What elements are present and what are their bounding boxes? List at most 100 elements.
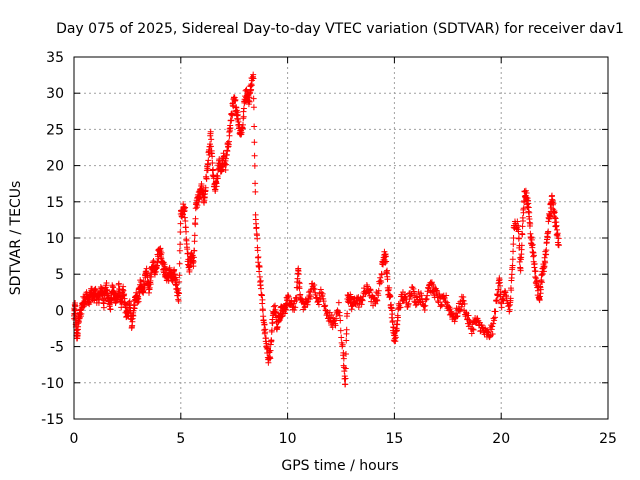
data-point: [454, 313, 461, 320]
data-point: [285, 293, 292, 300]
data-point: [252, 188, 259, 195]
data-point: [378, 271, 385, 278]
data-point: [176, 272, 183, 279]
data-point: [151, 271, 158, 278]
data-point: [296, 285, 303, 292]
data-point: [461, 300, 468, 307]
data-point: [539, 270, 546, 277]
y-tick-label: 5: [55, 267, 64, 283]
data-point: [406, 296, 413, 303]
y-tick-label: 30: [46, 86, 64, 102]
data-point: [256, 273, 263, 280]
data-point: [530, 252, 537, 259]
data-point: [411, 298, 418, 305]
data-point: [422, 302, 429, 309]
data-point: [268, 337, 275, 344]
data-point: [210, 166, 217, 173]
y-tick-label: 25: [46, 122, 64, 138]
data-point: [550, 200, 557, 207]
data-point: [222, 167, 229, 174]
data-point: [516, 235, 522, 242]
data-point: [268, 327, 275, 334]
data-point: [344, 310, 351, 317]
data-point: [489, 323, 496, 330]
data-point: [261, 321, 268, 328]
x-tick-label: 20: [492, 431, 510, 447]
data-point: [545, 228, 552, 235]
data-point: [515, 228, 522, 235]
data-point: [489, 331, 496, 338]
data-point: [529, 241, 536, 248]
x-tick-label: 10: [279, 431, 297, 447]
data-point: [315, 301, 322, 308]
data-point: [469, 326, 476, 333]
data-point: [207, 143, 214, 150]
data-point: [177, 241, 184, 248]
data-point: [110, 284, 117, 291]
data-point: [338, 334, 345, 341]
data-point: [392, 334, 399, 341]
data-point: [320, 298, 327, 305]
data-point: [176, 247, 183, 254]
data-point: [438, 302, 445, 309]
data-point: [200, 191, 207, 198]
data-point: [509, 262, 516, 269]
data-point: [384, 276, 391, 283]
data-point: [375, 287, 382, 294]
data-point: [228, 117, 235, 124]
data-point: [342, 381, 349, 388]
data-point: [207, 128, 214, 135]
data-point: [342, 375, 349, 382]
data-point: [275, 318, 282, 325]
data-point: [555, 235, 562, 242]
data-point: [227, 124, 234, 131]
y-tick-label: -15: [41, 412, 64, 428]
data-point: [491, 317, 498, 324]
data-point: [534, 277, 541, 284]
data-point: [213, 183, 220, 190]
data-point: [278, 313, 285, 320]
data-point: [259, 307, 266, 314]
data-point: [341, 368, 348, 375]
data-point: [254, 247, 261, 254]
data-point: [335, 299, 342, 306]
data-point: [202, 184, 209, 191]
data-point: [389, 311, 396, 318]
data-point: [442, 298, 449, 305]
data-point: [348, 306, 355, 313]
data-point: [267, 347, 274, 354]
data-point: [374, 297, 381, 304]
data-point: [115, 280, 122, 287]
data-point: [342, 365, 349, 372]
data-point: [253, 224, 260, 231]
data-point: [527, 220, 534, 227]
data-point: [500, 297, 507, 304]
data-point: [386, 284, 393, 291]
data-point: [525, 204, 532, 211]
data-point: [232, 96, 239, 103]
data-point: [542, 259, 549, 266]
data-point: [191, 232, 198, 239]
data-point: [394, 327, 401, 334]
data-point: [250, 104, 257, 111]
data-point: [539, 279, 546, 286]
data-point: [191, 247, 198, 254]
data-point: [240, 105, 247, 112]
data-point: [203, 175, 210, 182]
data-point: [507, 295, 514, 302]
x-tick-label: 0: [70, 431, 79, 447]
data-point: [333, 315, 340, 322]
data-point: [343, 337, 350, 344]
data-point: [146, 284, 153, 291]
data-point: [292, 304, 299, 311]
data-point: [140, 287, 147, 294]
data-point: [177, 220, 184, 227]
data-point: [492, 314, 499, 321]
data-point: [219, 166, 226, 173]
data-point: [443, 292, 450, 299]
data-point: [267, 355, 274, 362]
data-point: [505, 302, 512, 309]
data-point: [192, 215, 199, 222]
data-point: [509, 256, 516, 263]
data-point: [190, 254, 197, 261]
